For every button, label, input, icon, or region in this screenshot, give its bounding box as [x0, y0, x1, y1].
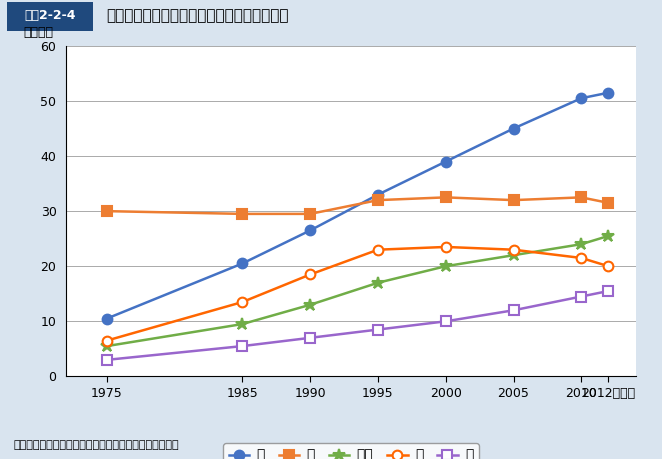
Legend: 肺, 胃, 大腸, 肝, 膵: 肺, 胃, 大腸, 肝, 膵: [223, 443, 479, 459]
Line: 大腸: 大腸: [101, 230, 614, 353]
肺: [238, 261, 246, 266]
肝: [103, 338, 111, 343]
肝: [604, 263, 612, 269]
胃: [577, 195, 585, 200]
胃: [374, 197, 382, 203]
Line: 肺: 肺: [102, 88, 613, 324]
胃: [238, 211, 246, 217]
胃: [103, 208, 111, 214]
膵: [577, 294, 585, 299]
FancyBboxPatch shape: [7, 2, 93, 30]
大腸: [510, 252, 518, 258]
膵: [510, 308, 518, 313]
Text: がんの部位別にみた死亡者数の推移（男性）: がんの部位別にみた死亡者数の推移（男性）: [106, 8, 289, 23]
肝: [307, 272, 314, 277]
膵: [238, 343, 246, 349]
Text: 図表2-2-4: 図表2-2-4: [24, 9, 75, 22]
Text: （千人）: （千人）: [24, 26, 54, 39]
肺: [103, 316, 111, 321]
大腸: [442, 263, 449, 269]
肺: [510, 126, 518, 131]
Line: 膵: 膵: [102, 286, 613, 365]
肝: [238, 299, 246, 305]
膵: [307, 335, 314, 341]
Line: 肝: 肝: [102, 242, 613, 346]
胃: [510, 197, 518, 203]
大腸: [238, 321, 246, 327]
大腸: [103, 343, 111, 349]
肝: [374, 247, 382, 252]
肺: [577, 95, 585, 101]
大腸: [604, 233, 612, 239]
肺: [442, 159, 449, 164]
膵: [103, 357, 111, 363]
肺: [307, 228, 314, 233]
肺: [604, 90, 612, 95]
大腸: [577, 241, 585, 247]
胃: [604, 200, 612, 206]
肝: [510, 247, 518, 252]
胃: [307, 211, 314, 217]
大腸: [374, 280, 382, 285]
肝: [577, 255, 585, 261]
膵: [442, 319, 449, 324]
肺: [374, 192, 382, 197]
肝: [442, 244, 449, 250]
Line: 胃: 胃: [102, 192, 613, 219]
胃: [442, 195, 449, 200]
大腸: [307, 302, 314, 308]
膵: [604, 288, 612, 294]
Text: 資料：厚生労働省大臣官房統計情報部「人口動態統計」: 資料：厚生労働省大臣官房統計情報部「人口動態統計」: [13, 440, 179, 450]
膵: [374, 327, 382, 332]
